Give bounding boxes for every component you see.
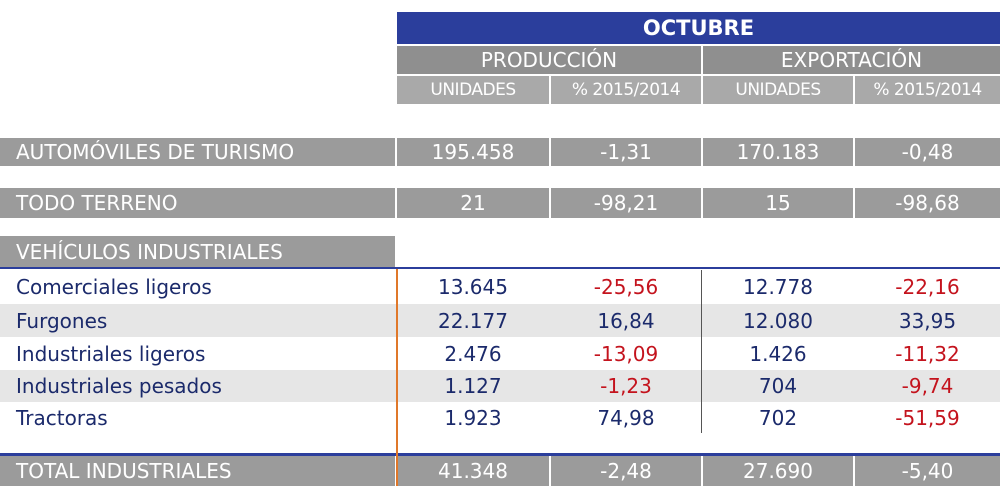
subheader: % 2015/2014 bbox=[855, 76, 1000, 104]
cell: 41.348 bbox=[397, 456, 549, 486]
subheader: % 2015/2014 bbox=[551, 76, 701, 104]
row-label: AUTOMÓVILES DE TURISMO bbox=[0, 138, 395, 166]
cell: -5,40 bbox=[855, 456, 1000, 486]
cell: 1.923 bbox=[444, 405, 502, 430]
row-bg bbox=[0, 270, 1000, 304]
header-title: OCTUBRE bbox=[397, 12, 1000, 44]
row-bg bbox=[0, 370, 1000, 402]
cell: -25,56 bbox=[593, 275, 659, 299]
cell: 12.080 bbox=[743, 308, 813, 333]
section-title: VEHÍCULOS INDUSTRIALES bbox=[0, 236, 395, 268]
cell: 195.458 bbox=[397, 138, 549, 166]
cell: 22.177 bbox=[438, 308, 508, 333]
cell: -2,48 bbox=[551, 456, 701, 486]
cell: 1.127 bbox=[444, 374, 502, 398]
col-divider bbox=[701, 270, 702, 433]
cell: -0,48 bbox=[855, 138, 1000, 166]
cell: -13,09 bbox=[593, 341, 659, 366]
cell: -9,74 bbox=[901, 374, 954, 398]
cell: -51,59 bbox=[895, 405, 960, 430]
cell: 21 bbox=[397, 188, 549, 218]
orange-rule bbox=[396, 269, 398, 486]
cell: -1,31 bbox=[551, 138, 701, 166]
section-rule bbox=[0, 267, 1000, 269]
row-label: Furgones bbox=[16, 308, 108, 333]
cell: 33,95 bbox=[898, 308, 957, 333]
row-label: Industriales pesados bbox=[16, 374, 222, 398]
subheader: UNIDADES bbox=[397, 76, 549, 104]
group-header: PRODUCCIÓN bbox=[397, 46, 701, 74]
cell: 12.778 bbox=[743, 275, 813, 299]
row-bg bbox=[0, 304, 1000, 337]
total-rule bbox=[0, 453, 1000, 456]
row-bg bbox=[0, 402, 1000, 433]
row-label: Industriales ligeros bbox=[16, 341, 206, 366]
cell: 1.426 bbox=[749, 341, 807, 366]
row-label: Comerciales ligeros bbox=[16, 275, 212, 299]
row-label: TODO TERRENO bbox=[0, 188, 395, 218]
group-header: EXPORTACIÓN bbox=[703, 46, 1000, 74]
cell: 170.183 bbox=[703, 138, 853, 166]
cell: 27.690 bbox=[703, 456, 853, 486]
cell: 16,84 bbox=[597, 308, 655, 333]
cell: -11,32 bbox=[895, 341, 960, 366]
row-label: Tractoras bbox=[16, 405, 108, 430]
cell: -22,16 bbox=[895, 275, 960, 299]
row-bg bbox=[0, 337, 1000, 370]
cell: -98,21 bbox=[551, 188, 701, 218]
cell: 702 bbox=[758, 405, 798, 430]
cell: 704 bbox=[758, 374, 798, 398]
cell: 15 bbox=[703, 188, 853, 218]
cell: -98,68 bbox=[855, 188, 1000, 218]
cell: 2.476 bbox=[444, 341, 502, 366]
cell: -1,23 bbox=[600, 374, 652, 398]
row-label: TOTAL INDUSTRIALES bbox=[0, 456, 395, 486]
subheader: UNIDADES bbox=[703, 76, 853, 104]
cell: 74,98 bbox=[597, 405, 655, 430]
cell: 13.645 bbox=[438, 275, 508, 299]
